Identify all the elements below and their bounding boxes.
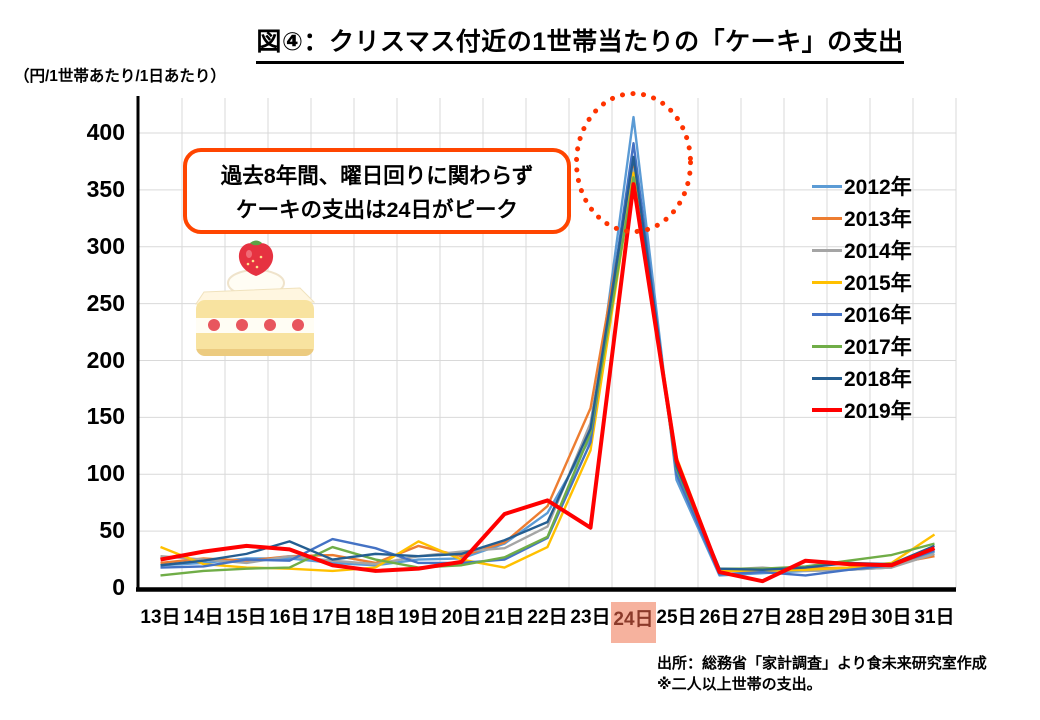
y-tick-300: 300: [86, 232, 125, 259]
x-tick-15日: 15日: [216, 602, 278, 629]
line-2018年: [160, 155, 935, 571]
y-tick-150: 150: [86, 403, 125, 430]
legend-label: 2018年: [844, 368, 912, 391]
x-tick-13日: 13日: [130, 602, 192, 629]
x-tick-label: 19日: [398, 607, 439, 628]
x-tick-label: 30日: [871, 607, 912, 628]
x-tick-16日: 16日: [259, 602, 321, 629]
x-tick-24日: 24日: [603, 602, 665, 643]
page-title-text: 図④：クリスマス付近の1世帯当たりの「ケーキ」の支出: [256, 22, 904, 64]
legend-label: 2016年: [844, 304, 912, 327]
x-tick-label: 22日: [527, 607, 568, 628]
legend-item-2019年: 2019年: [812, 394, 912, 426]
x-tick-29日: 29日: [818, 602, 880, 629]
legend-line-swatch: [812, 408, 842, 412]
x-tick-18日: 18日: [345, 602, 407, 629]
y-tick-200: 200: [86, 346, 125, 373]
legend-item-2014年: 2014年: [812, 234, 912, 266]
legend-label: 2014年: [844, 240, 912, 263]
x-tick-21日: 21日: [474, 602, 536, 629]
annotation-line-1: 過去8年間、曜日回りに関わらず: [220, 164, 534, 188]
cake-front-face: [196, 300, 314, 356]
legend-item-2018年: 2018年: [812, 362, 912, 394]
x-tick-28日: 28日: [775, 602, 837, 629]
source-line-1: 出所：総務省「家計調査」より食未来研究室作成: [657, 655, 987, 672]
legend-label: 2017年: [844, 336, 912, 359]
x-tick-label: 21日: [484, 607, 525, 628]
y-tick-100: 100: [86, 460, 125, 487]
peak-highlight-circle: [574, 91, 693, 235]
legend-item-2015年: 2015年: [812, 266, 912, 298]
x-tick-label: 27日: [742, 607, 783, 628]
x-tick-label: 23日: [570, 607, 611, 628]
x-tick-label: 31日: [914, 607, 955, 628]
x-tick-highlighted-label: 24日: [611, 602, 656, 643]
legend-line-swatch: [812, 312, 842, 316]
y-tick-0: 0: [112, 574, 125, 600]
legend-item-2016年: 2016年: [812, 298, 912, 330]
y-tick-350: 350: [86, 175, 125, 202]
legend-label: 2012年: [844, 176, 912, 199]
x-tick-label: 29日: [828, 607, 869, 628]
cake-illustration: [195, 240, 316, 356]
x-tick-label: 18日: [355, 607, 396, 628]
x-tick-17日: 17日: [302, 602, 364, 629]
x-tick-label: 17日: [312, 607, 353, 628]
y-tick-50: 50: [99, 517, 125, 544]
annotation-line-2: ケーキの支出は24日がピーク: [236, 198, 518, 223]
x-tick-label: 16日: [269, 607, 310, 628]
chart-legend: 2012年 2013年 2014年 2015年 2016年 2017年 2018年 2019年: [812, 170, 912, 426]
x-tick-25日: 25日: [646, 602, 708, 629]
x-tick-26日: 26日: [689, 602, 751, 629]
strawberry-top: [238, 240, 274, 276]
y-axis-unit-label: （円/1世帯あたり/1日あたり）: [14, 68, 226, 85]
x-tick-label: 14日: [183, 607, 224, 628]
x-tick-31日: 31日: [904, 602, 966, 629]
legend-line-swatch: [812, 376, 842, 380]
legend-line-swatch: [812, 216, 842, 220]
source-line-2: ※二人以上世帯の支出。: [657, 676, 822, 693]
x-tick-label: 13日: [140, 607, 181, 628]
x-tick-label: 20日: [441, 607, 482, 628]
legend-line-swatch: [812, 248, 842, 252]
x-tick-label: 28日: [785, 607, 826, 628]
legend-item-2013年: 2013年: [812, 202, 912, 234]
x-tick-30日: 30日: [861, 602, 923, 629]
line-2019年: [160, 182, 936, 584]
page-title: 図④：クリスマス付近の1世帯当たりの「ケーキ」の支出: [140, 22, 1020, 64]
legend-item-2017年: 2017年: [812, 330, 912, 362]
x-tick-20日: 20日: [431, 602, 493, 629]
legend-label: 2013年: [844, 208, 912, 231]
legend-label: 2015年: [844, 272, 912, 295]
legend-line-swatch: [812, 344, 842, 348]
x-tick-23日: 23日: [560, 602, 622, 629]
x-tick-label: 15日: [226, 607, 267, 628]
y-tick-250: 250: [86, 289, 125, 316]
x-tick-label: 26日: [699, 607, 740, 628]
legend-label: 2019年: [844, 400, 912, 423]
x-tick-14日: 14日: [173, 602, 235, 629]
legend-line-swatch: [812, 184, 842, 188]
source-note: 出所：総務省「家計調査」より食未来研究室作成 ※二人以上世帯の支出。: [657, 653, 1027, 695]
x-tick-27日: 27日: [732, 602, 794, 629]
x-tick-22日: 22日: [517, 602, 579, 629]
annotation-callout: 過去8年間、曜日回りに関わらず ケーキの支出は24日がピーク: [183, 148, 571, 234]
legend-item-2012年: 2012年: [812, 170, 912, 202]
x-tick-label: 25日: [656, 607, 697, 628]
legend-line-swatch: [812, 280, 842, 284]
y-tick-400: 400: [86, 119, 125, 145]
x-tick-19日: 19日: [388, 602, 450, 629]
